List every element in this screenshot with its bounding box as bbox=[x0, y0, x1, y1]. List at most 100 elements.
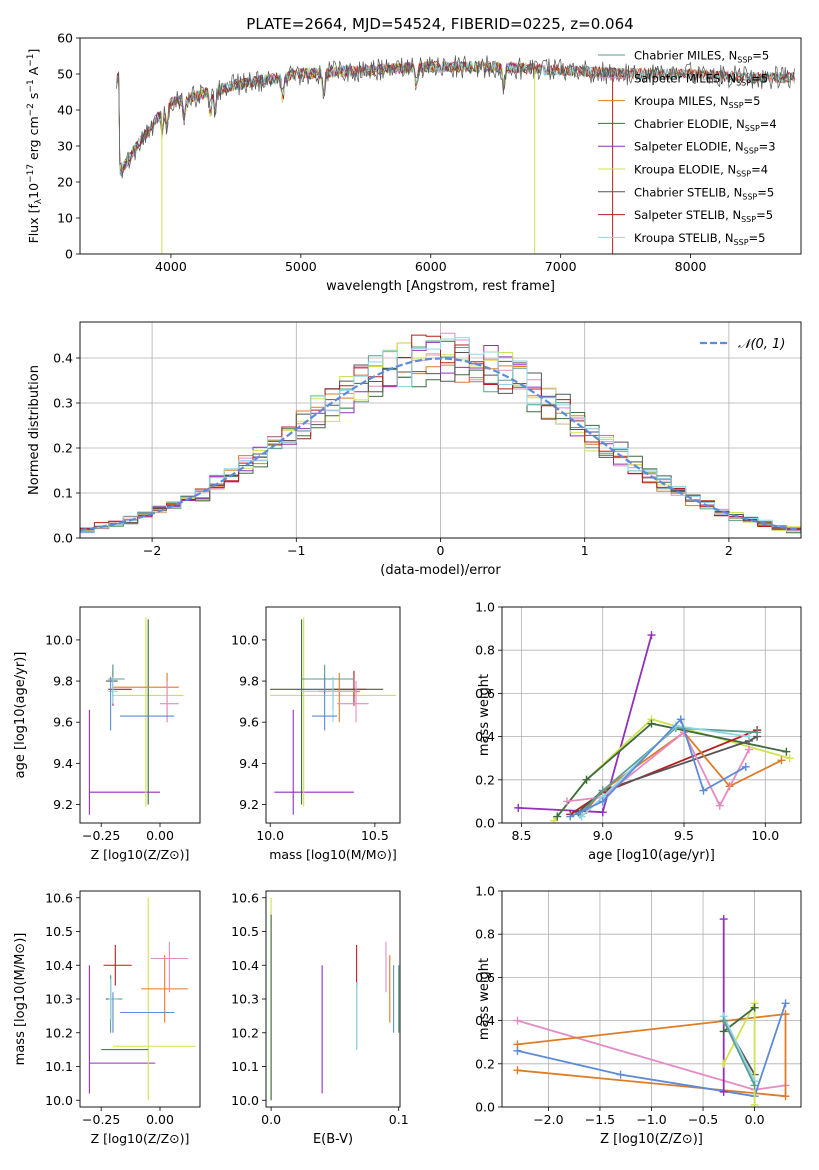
weight-marker bbox=[745, 745, 753, 754]
x-tick-label: 10.5 bbox=[361, 828, 389, 843]
legend-label-part: =5 bbox=[744, 94, 761, 108]
weight-marker bbox=[782, 747, 791, 756]
legend-label: Chabrier STELIB, NSSP=5 bbox=[634, 185, 774, 201]
y-tick-label: 9.4 bbox=[53, 756, 73, 771]
y-tick-label: 10.3 bbox=[231, 992, 259, 1007]
weight-line bbox=[722, 1020, 756, 1086]
x-tick-label: 5000 bbox=[285, 259, 317, 274]
y-tick-label: 10.6 bbox=[45, 890, 73, 905]
y-axis-label: Normed distribution bbox=[27, 365, 42, 495]
weight-marker bbox=[719, 1087, 728, 1096]
x-tick-label: 4000 bbox=[155, 259, 187, 274]
weight-marker bbox=[647, 631, 656, 640]
weight-age-marks bbox=[514, 631, 794, 823]
weight-marker bbox=[753, 728, 762, 737]
weight-marker bbox=[777, 756, 786, 765]
y-axis-label-part: ] bbox=[26, 49, 41, 54]
y-axis-label-part: A bbox=[26, 66, 41, 79]
age-mass-marks bbox=[270, 617, 396, 815]
y-tick-label: 10.3 bbox=[45, 992, 73, 1007]
legend-label-sub: SSP bbox=[729, 101, 744, 110]
weight-marker bbox=[781, 999, 790, 1008]
legend-label-part: =5 bbox=[752, 49, 769, 63]
y-tick-label: 50 bbox=[57, 67, 73, 82]
weight-line bbox=[579, 727, 758, 816]
y-tick-label: 0.6 bbox=[475, 686, 495, 701]
x-tick-label: 0.0 bbox=[261, 1112, 281, 1127]
y-tick-label: 9.2 bbox=[239, 797, 259, 812]
y-tick-label: 0.4 bbox=[53, 351, 73, 366]
legend-label-part: =5 bbox=[757, 185, 774, 199]
y-axis-label-part: erg cm bbox=[26, 116, 41, 164]
x-tick-label: −2.0 bbox=[533, 1112, 563, 1127]
y-tick-label: 10.0 bbox=[231, 632, 259, 647]
weight-marker bbox=[719, 1059, 728, 1068]
weight-marker bbox=[582, 775, 591, 784]
legend-label-part: Kroupa MILES, N bbox=[634, 94, 729, 108]
legend-label-part: =3 bbox=[759, 140, 776, 154]
axes-frame bbox=[79, 606, 201, 824]
weight-line bbox=[517, 1003, 787, 1098]
x-tick-label: 7000 bbox=[545, 259, 577, 274]
y-tick-label: 10.0 bbox=[231, 1093, 259, 1108]
mass-Z-panel: −0.25 0.00 10.0 10.1 10.2 10.3 10.4 10.5 10.6 Z [… bbox=[13, 890, 201, 1146]
legend-label: Chabrier MILES, NSSP=5 bbox=[634, 49, 769, 65]
weight-marker bbox=[513, 1046, 522, 1055]
axes-frame bbox=[79, 890, 201, 1108]
weight-line bbox=[577, 735, 758, 813]
x-tick-label: 0.1 bbox=[389, 1112, 409, 1127]
legend-label-part: Kroupa STELIB, N bbox=[634, 231, 734, 245]
x-tick-label: 8000 bbox=[675, 259, 707, 274]
weight-marker bbox=[671, 721, 680, 730]
x-tick-label: 6000 bbox=[415, 259, 447, 274]
x-tick-label: 0.0 bbox=[745, 1112, 765, 1127]
x-axis-label: wavelength [Angstrom, rest frame] bbox=[326, 279, 555, 294]
y-tick-label: 0.8 bbox=[475, 927, 495, 942]
legend-label: 𝒩(0, 1) bbox=[738, 337, 785, 352]
weight-marker bbox=[676, 715, 685, 724]
weight-line bbox=[556, 722, 787, 818]
histogram-kroupa-stelib bbox=[80, 337, 801, 538]
residuals-marks bbox=[80, 332, 801, 538]
weight-marker bbox=[514, 803, 523, 812]
x-tick-label: 0 bbox=[437, 543, 445, 558]
y-axis-label-part: s bbox=[26, 93, 41, 104]
plot-layer: 4000 5000 6000 7000 80000102030405060wavelen… bbox=[13, 31, 802, 1147]
x-tick-label: −0.25 bbox=[82, 828, 120, 843]
weight-age-panel: 8.5 9.0 9.5 10.0 0.0 0.2 0.4 0.6 0.8 1.0 age [log1… bbox=[475, 600, 802, 863]
figure-title: PLATE=2664, MJD=54524, FIBERID=0225, z=0… bbox=[246, 15, 633, 33]
y-tick-label: 0.4 bbox=[475, 729, 495, 744]
legend-label: Kroupa STELIB, NSSP=5 bbox=[634, 231, 765, 247]
legend-label-part: =4 bbox=[760, 117, 777, 131]
y-tick-label: 10.0 bbox=[45, 632, 73, 647]
y-tick-label: 10.6 bbox=[231, 890, 259, 905]
x-tick-label: 2 bbox=[725, 543, 733, 558]
age-Z-panel: −0.25 0.00 9.2 9.4 9.6 9.8 10.0 Z [log10(Z/Z⊙)]… bbox=[13, 606, 201, 862]
x-axis-label: Z [log10(Z/Z⊙)] bbox=[91, 1131, 190, 1146]
x-axis-label: mass [log10(M/M⊙)] bbox=[269, 847, 397, 862]
x-tick-label: 9.5 bbox=[674, 828, 694, 843]
legend-label-part: Kroupa ELODIE, N bbox=[634, 163, 736, 177]
y-tick-label: 1.0 bbox=[475, 600, 495, 615]
axes-frame bbox=[79, 37, 802, 255]
legend-label-sub: SSP bbox=[741, 215, 756, 224]
y-axis-label-part: λ bbox=[34, 198, 44, 204]
y-tick-label: 20 bbox=[57, 175, 73, 190]
y-tick-label: 0.2 bbox=[475, 772, 495, 787]
residuals-panel: −2 −1 0 1 2 0.0 0.1 0.2 0.3 0.4 (data-model)/error… bbox=[27, 321, 802, 578]
y-tick-label: 0.3 bbox=[53, 396, 73, 411]
legend-label-part: =4 bbox=[751, 163, 768, 177]
y-tick-label: 0.4 bbox=[475, 1013, 495, 1028]
y-tick-label: 1.0 bbox=[475, 884, 495, 899]
weight-Z-panel: −2.0 −1.5 −1.0 −0.5 0.0 0.0 0.2 0.4 0.6 0.8 1.0 Z [… bbox=[475, 884, 802, 1147]
legend-label-sub: SSP bbox=[742, 192, 757, 201]
weight-marker bbox=[750, 1100, 759, 1107]
y-axis-label-part: −1 bbox=[26, 54, 36, 67]
weight-marker bbox=[577, 812, 586, 821]
legend-label-sub: SSP bbox=[736, 78, 751, 87]
weight-marker bbox=[553, 812, 562, 821]
y-axis-label-part: −17 bbox=[26, 164, 36, 183]
y-tick-label: 0.6 bbox=[475, 970, 495, 985]
legend-label-sub: SSP bbox=[736, 170, 751, 179]
y-tick-label: 9.6 bbox=[239, 715, 259, 730]
